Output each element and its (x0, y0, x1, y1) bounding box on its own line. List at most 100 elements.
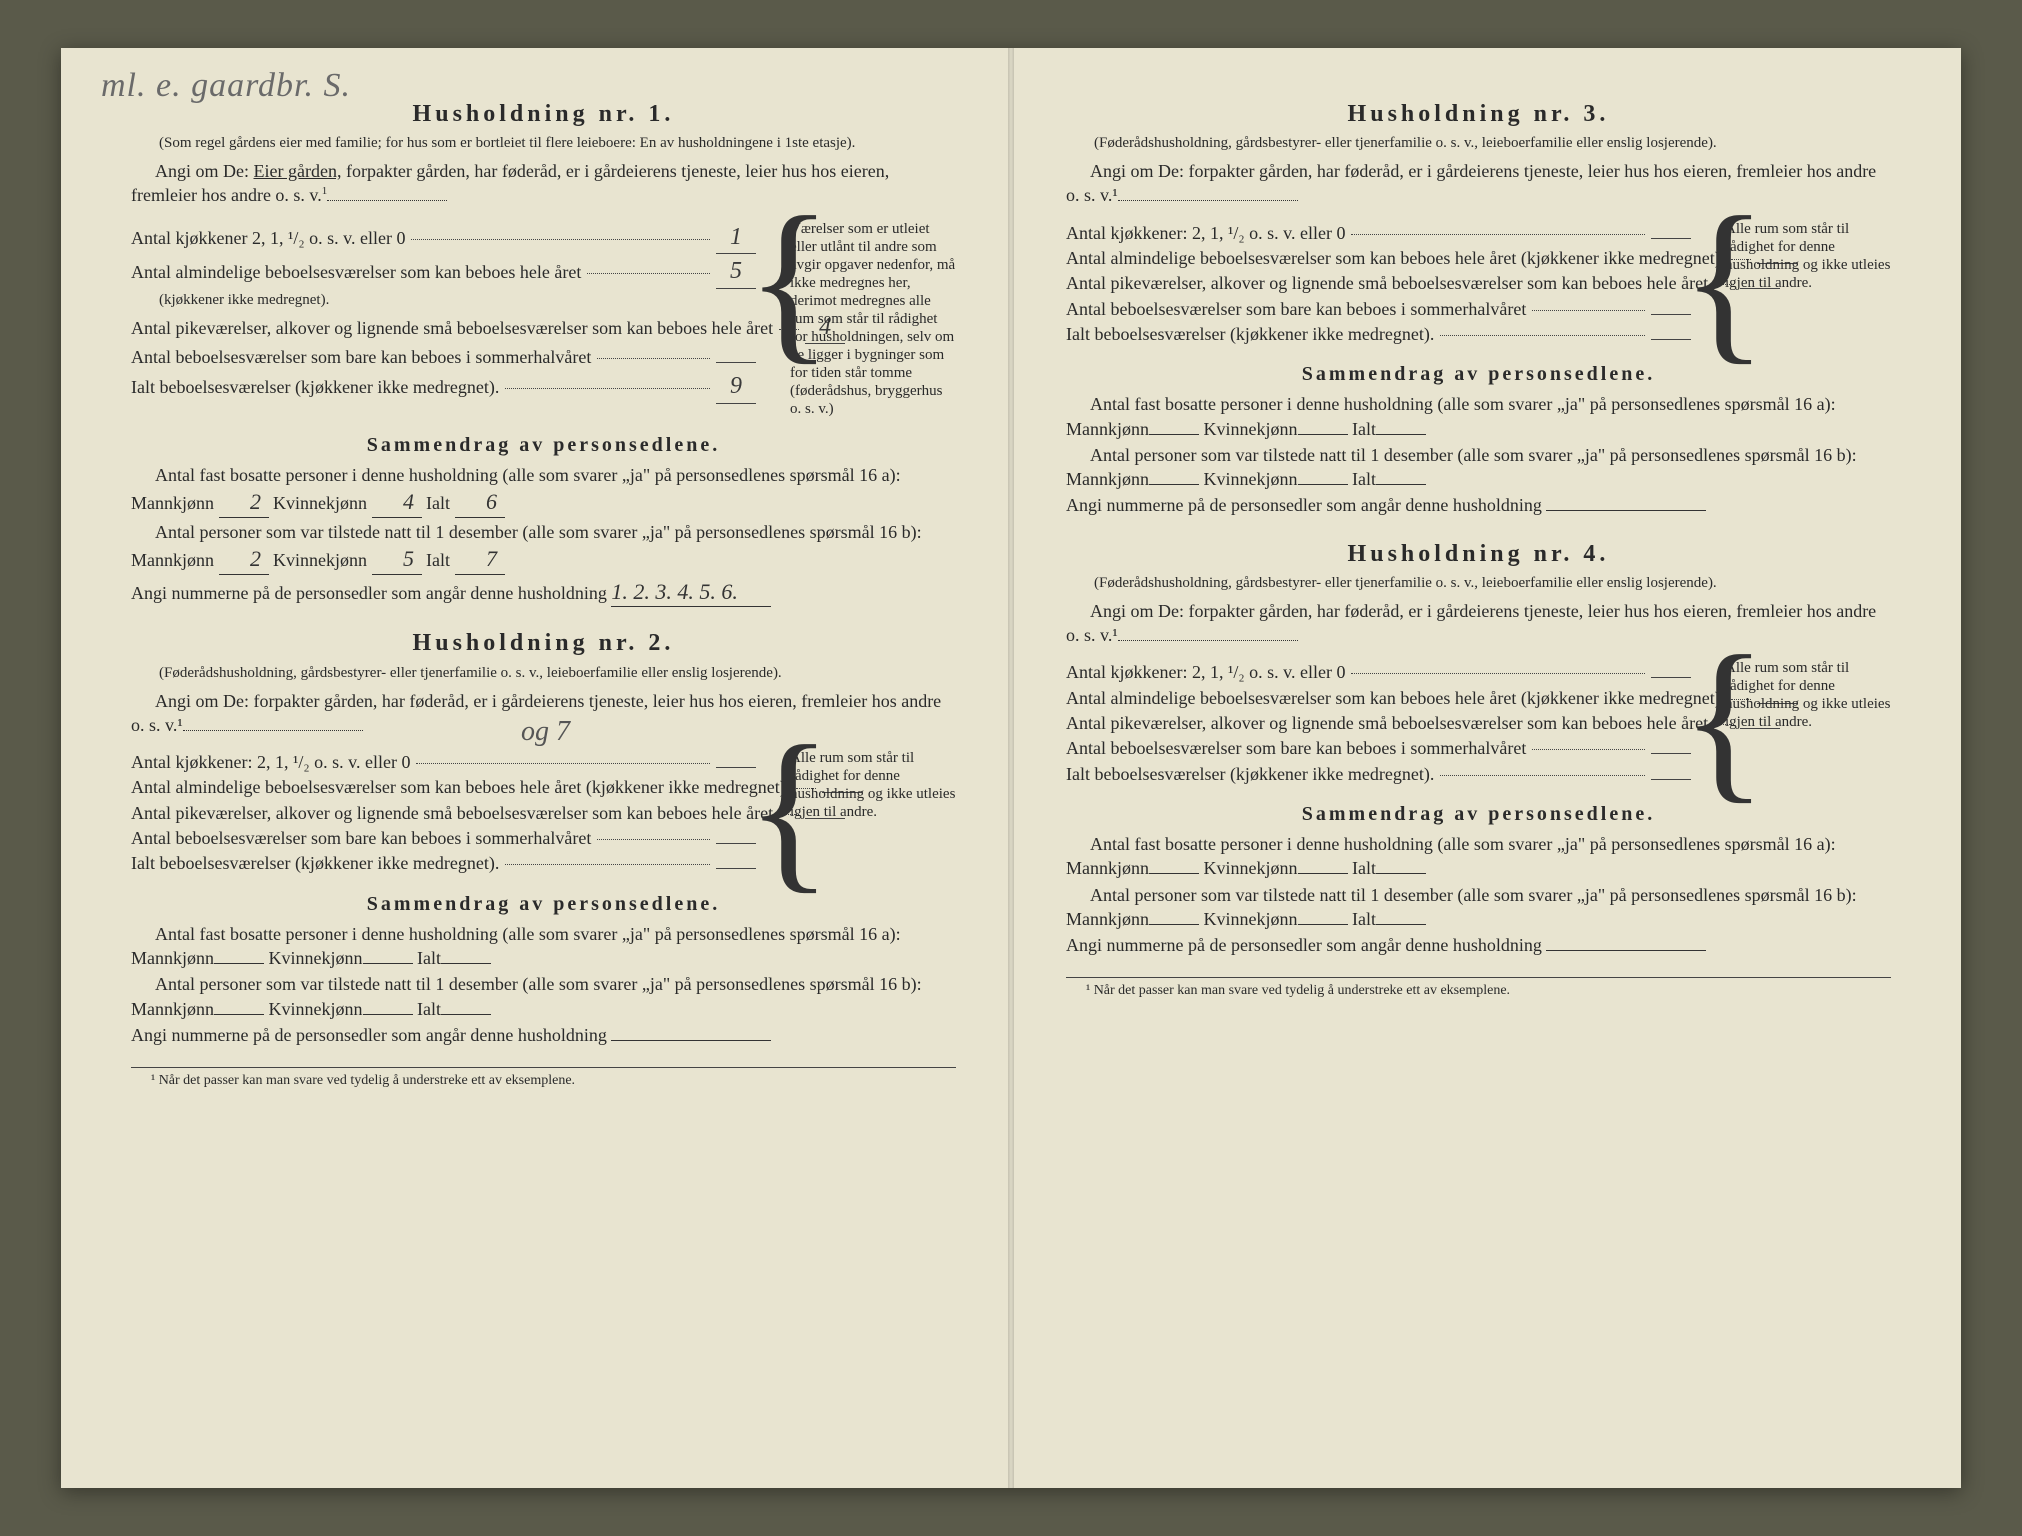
hh1-k16b: 5 (372, 544, 422, 575)
hh4-title: Husholdning nr. 4. (1066, 538, 1891, 570)
hh1-summary-title: Sammendrag av personsedlene. (131, 432, 956, 459)
mann-label: Mannkjønn (1066, 469, 1149, 489)
left-page: ml. e. gaardbr. S. Husholdning nr. 1. (S… (61, 48, 1011, 1488)
hh3-maids-label: Antal pikeværelser, alkover og lignende … (1066, 271, 1708, 295)
hh3-angi-nr-value (1546, 510, 1706, 511)
hh1-s16a-text: Antal fast bosatte personer i denne hush… (155, 465, 901, 485)
hh4-angi-nr: Angi nummerne på de personsedler som ang… (1066, 933, 1891, 957)
hh2-note: (Føderådshusholdning, gårdsbestyrer- ell… (131, 664, 956, 683)
ialt-label: Ialt (1352, 909, 1376, 929)
ialt-label: Ialt (417, 948, 441, 968)
right-page: Husholdning nr. 3. (Føderådshusholdning,… (1011, 48, 1961, 1488)
hh1-s16a: Antal fast bosatte personer i denne hush… (131, 463, 956, 518)
hh4-rooms: Antal almindelige beboelsesværelser som … (1066, 686, 1691, 710)
hh2-angi-nr-text: Angi nummerne på de personsedler som ang… (131, 1025, 607, 1045)
hh4-total: Ialt beboelsesværelser (kjøkkener ikke m… (1066, 762, 1691, 786)
household-4: Husholdning nr. 4. (Føderådshusholdning,… (1066, 538, 1891, 958)
hh3-angi-nr: Angi nummerne på de personsedler som ang… (1066, 493, 1891, 517)
hh1-m16b: 2 (219, 544, 269, 575)
hh3-m16b (1149, 484, 1199, 485)
hh3-s16a: Antal fast bosatte personer i denne hush… (1066, 392, 1891, 441)
hh2-summer: Antal beboelsesværelser som bare kan beb… (131, 826, 756, 850)
mann-label: Mannkjønn (131, 493, 214, 513)
hh4-angi-prefix: Angi om De: (1090, 601, 1184, 621)
hh2-m16b (214, 1014, 264, 1015)
hh4-summer: Antal beboelsesværelser som bare kan beb… (1066, 736, 1691, 760)
hh3-i16a (1376, 434, 1426, 435)
hh1-rooms-row: Antal kjøkkener 2, 1, ¹/₂ o. s. v. eller… (131, 220, 956, 418)
hh4-s16a-text: Antal fast bosatte personer i denne hush… (1090, 834, 1836, 854)
hh4-kitchens: Antal kjøkkener: 2, 1, ¹/₂ o. s. v. elle… (1066, 660, 1691, 684)
hh2-m16a (214, 963, 264, 964)
hh4-s16b-text: Antal personer som var tilstede natt til… (1090, 885, 1857, 905)
hh1-rooms-col: Antal kjøkkener 2, 1, ¹/₂ o. s. v. eller… (131, 220, 756, 418)
hh1-note: (Som regel gårdens eier med familie; for… (131, 134, 956, 153)
hh4-angi-nr-value (1546, 950, 1706, 951)
kvinne-label: Kvinnekjønn (269, 999, 363, 1019)
ialt-label: Ialt (1352, 858, 1376, 878)
hh1-kitchens-label: Antal kjøkkener 2, 1, ¹/₂ o. s. v. eller… (131, 226, 405, 250)
kvinne-label: Kvinnekjønn (1204, 909, 1298, 929)
hh3-rooms-row: Antal kjøkkener: 2, 1, ¹/₂ o. s. v. elle… (1066, 220, 1891, 347)
hh2-rooms: Antal almindelige beboelsesværelser som … (131, 775, 756, 799)
brace-icon: { (1681, 190, 1767, 370)
hh2-s16a: Antal fast bosatte personer i denne hush… (131, 922, 956, 971)
hh4-brace-col: { Alle rum som står til rådighet for den… (1691, 659, 1891, 786)
hh2-kitchens: Antal kjøkkener: 2, 1, ¹/₂ o. s. v. elle… (131, 750, 756, 774)
brace-icon: { (746, 190, 832, 370)
brace-icon: { (1681, 629, 1767, 809)
hh2-k16a (363, 963, 413, 964)
hh1-kitchens: Antal kjøkkener 2, 1, ¹/₂ o. s. v. eller… (131, 221, 756, 254)
hh4-summer-label: Antal beboelsesværelser som bare kan beb… (1066, 736, 1526, 760)
hh3-rooms-label: Antal almindelige beboelsesværelser som … (1066, 246, 1725, 270)
hh4-rooms-label: Antal almindelige beboelsesværelser som … (1066, 686, 1725, 710)
hh1-maids: Antal pikeværelser, alkover og lignende … (131, 311, 756, 344)
hh2-title: Husholdning nr. 2. (131, 627, 956, 659)
hh1-k16a: 4 (372, 487, 422, 518)
hh3-s16b: Antal personer som var tilstede natt til… (1066, 443, 1891, 492)
hh1-summer-label: Antal beboelsesværelser som bare kan beb… (131, 345, 591, 369)
hh2-s16b-text: Antal personer som var tilstede natt til… (155, 974, 922, 994)
hh1-m16a: 2 (219, 487, 269, 518)
hh3-summer-label: Antal beboelsesværelser som bare kan beb… (1066, 297, 1526, 321)
hh2-maids: Antal pikeværelser, alkover og lignende … (131, 801, 756, 825)
household-1: Husholdning nr. 1. (Som regel gårdens ei… (131, 98, 956, 607)
hh1-brace-col: { Værelser som er utleiet eller utlånt t… (756, 220, 956, 418)
hh1-rooms-sub: (kjøkkener ikke medregnet). (131, 290, 756, 310)
hh3-i16b (1376, 484, 1426, 485)
hh3-note: (Føderådshusholdning, gårdsbestyrer- ell… (1066, 134, 1891, 153)
mann-label: Mannkjønn (1066, 419, 1149, 439)
hh1-angi-underline: Eier gården, (254, 161, 342, 181)
hh3-s16b-text: Antal personer som var tilstede natt til… (1090, 445, 1857, 465)
hh3-maids: Antal pikeværelser, alkover og lignende … (1066, 271, 1691, 295)
hh1-angi-nr: Angi nummerne på de personsedler som ang… (131, 577, 956, 608)
hh2-kitchens-label: Antal kjøkkener: 2, 1, ¹/₂ o. s. v. elle… (131, 750, 410, 774)
mann-label: Mannkjønn (1066, 858, 1149, 878)
hh3-kitchens-label: Antal kjøkkener: 2, 1, ¹/₂ o. s. v. elle… (1066, 221, 1345, 245)
hh4-s16a: Antal fast bosatte personer i denne hush… (1066, 832, 1891, 881)
kvinne-label: Kvinnekjønn (1204, 469, 1298, 489)
hh4-i16a (1376, 873, 1426, 874)
hh3-k16a (1298, 434, 1348, 435)
hh2-i16a (441, 963, 491, 964)
hh4-m16a (1149, 873, 1199, 874)
hh1-angi-prefix: Angi om De: (155, 161, 249, 181)
hh1-s16b: Antal personer som var tilstede natt til… (131, 520, 956, 575)
hh3-rooms-col: Antal kjøkkener: 2, 1, ¹/₂ o. s. v. elle… (1066, 220, 1691, 347)
hh4-maids: Antal pikeværelser, alkover og lignende … (1066, 711, 1691, 735)
hh2-k16b (363, 1014, 413, 1015)
hh2-total-label: Ialt beboelsesværelser (kjøkkener ikke m… (131, 851, 499, 875)
hh2-brace-col: { Alle rum som står til rådighet for den… (756, 749, 956, 876)
kvinne-label: Kvinnekjønn (273, 493, 367, 513)
kvinne-label: Kvinnekjønn (1204, 858, 1298, 878)
hh3-k16b (1298, 484, 1348, 485)
hh3-m16a (1149, 434, 1199, 435)
hh4-total-label: Ialt beboelsesværelser (kjøkkener ikke m… (1066, 762, 1434, 786)
hh1-angi-nr-text: Angi nummerne på de personsedler som ang… (131, 583, 607, 603)
hh1-rooms-label: Antal almindelige beboelsesværelser som … (131, 260, 581, 284)
household-3: Husholdning nr. 3. (Føderådshusholdning,… (1066, 98, 1891, 518)
kvinne-label: Kvinnekjønn (273, 550, 367, 570)
census-book: ml. e. gaardbr. S. Husholdning nr. 1. (S… (61, 48, 1961, 1488)
hh1-summer: Antal beboelsesværelser som bare kan beb… (131, 345, 756, 369)
hh4-rooms-row: Antal kjøkkener: 2, 1, ¹/₂ o. s. v. elle… (1066, 659, 1891, 786)
